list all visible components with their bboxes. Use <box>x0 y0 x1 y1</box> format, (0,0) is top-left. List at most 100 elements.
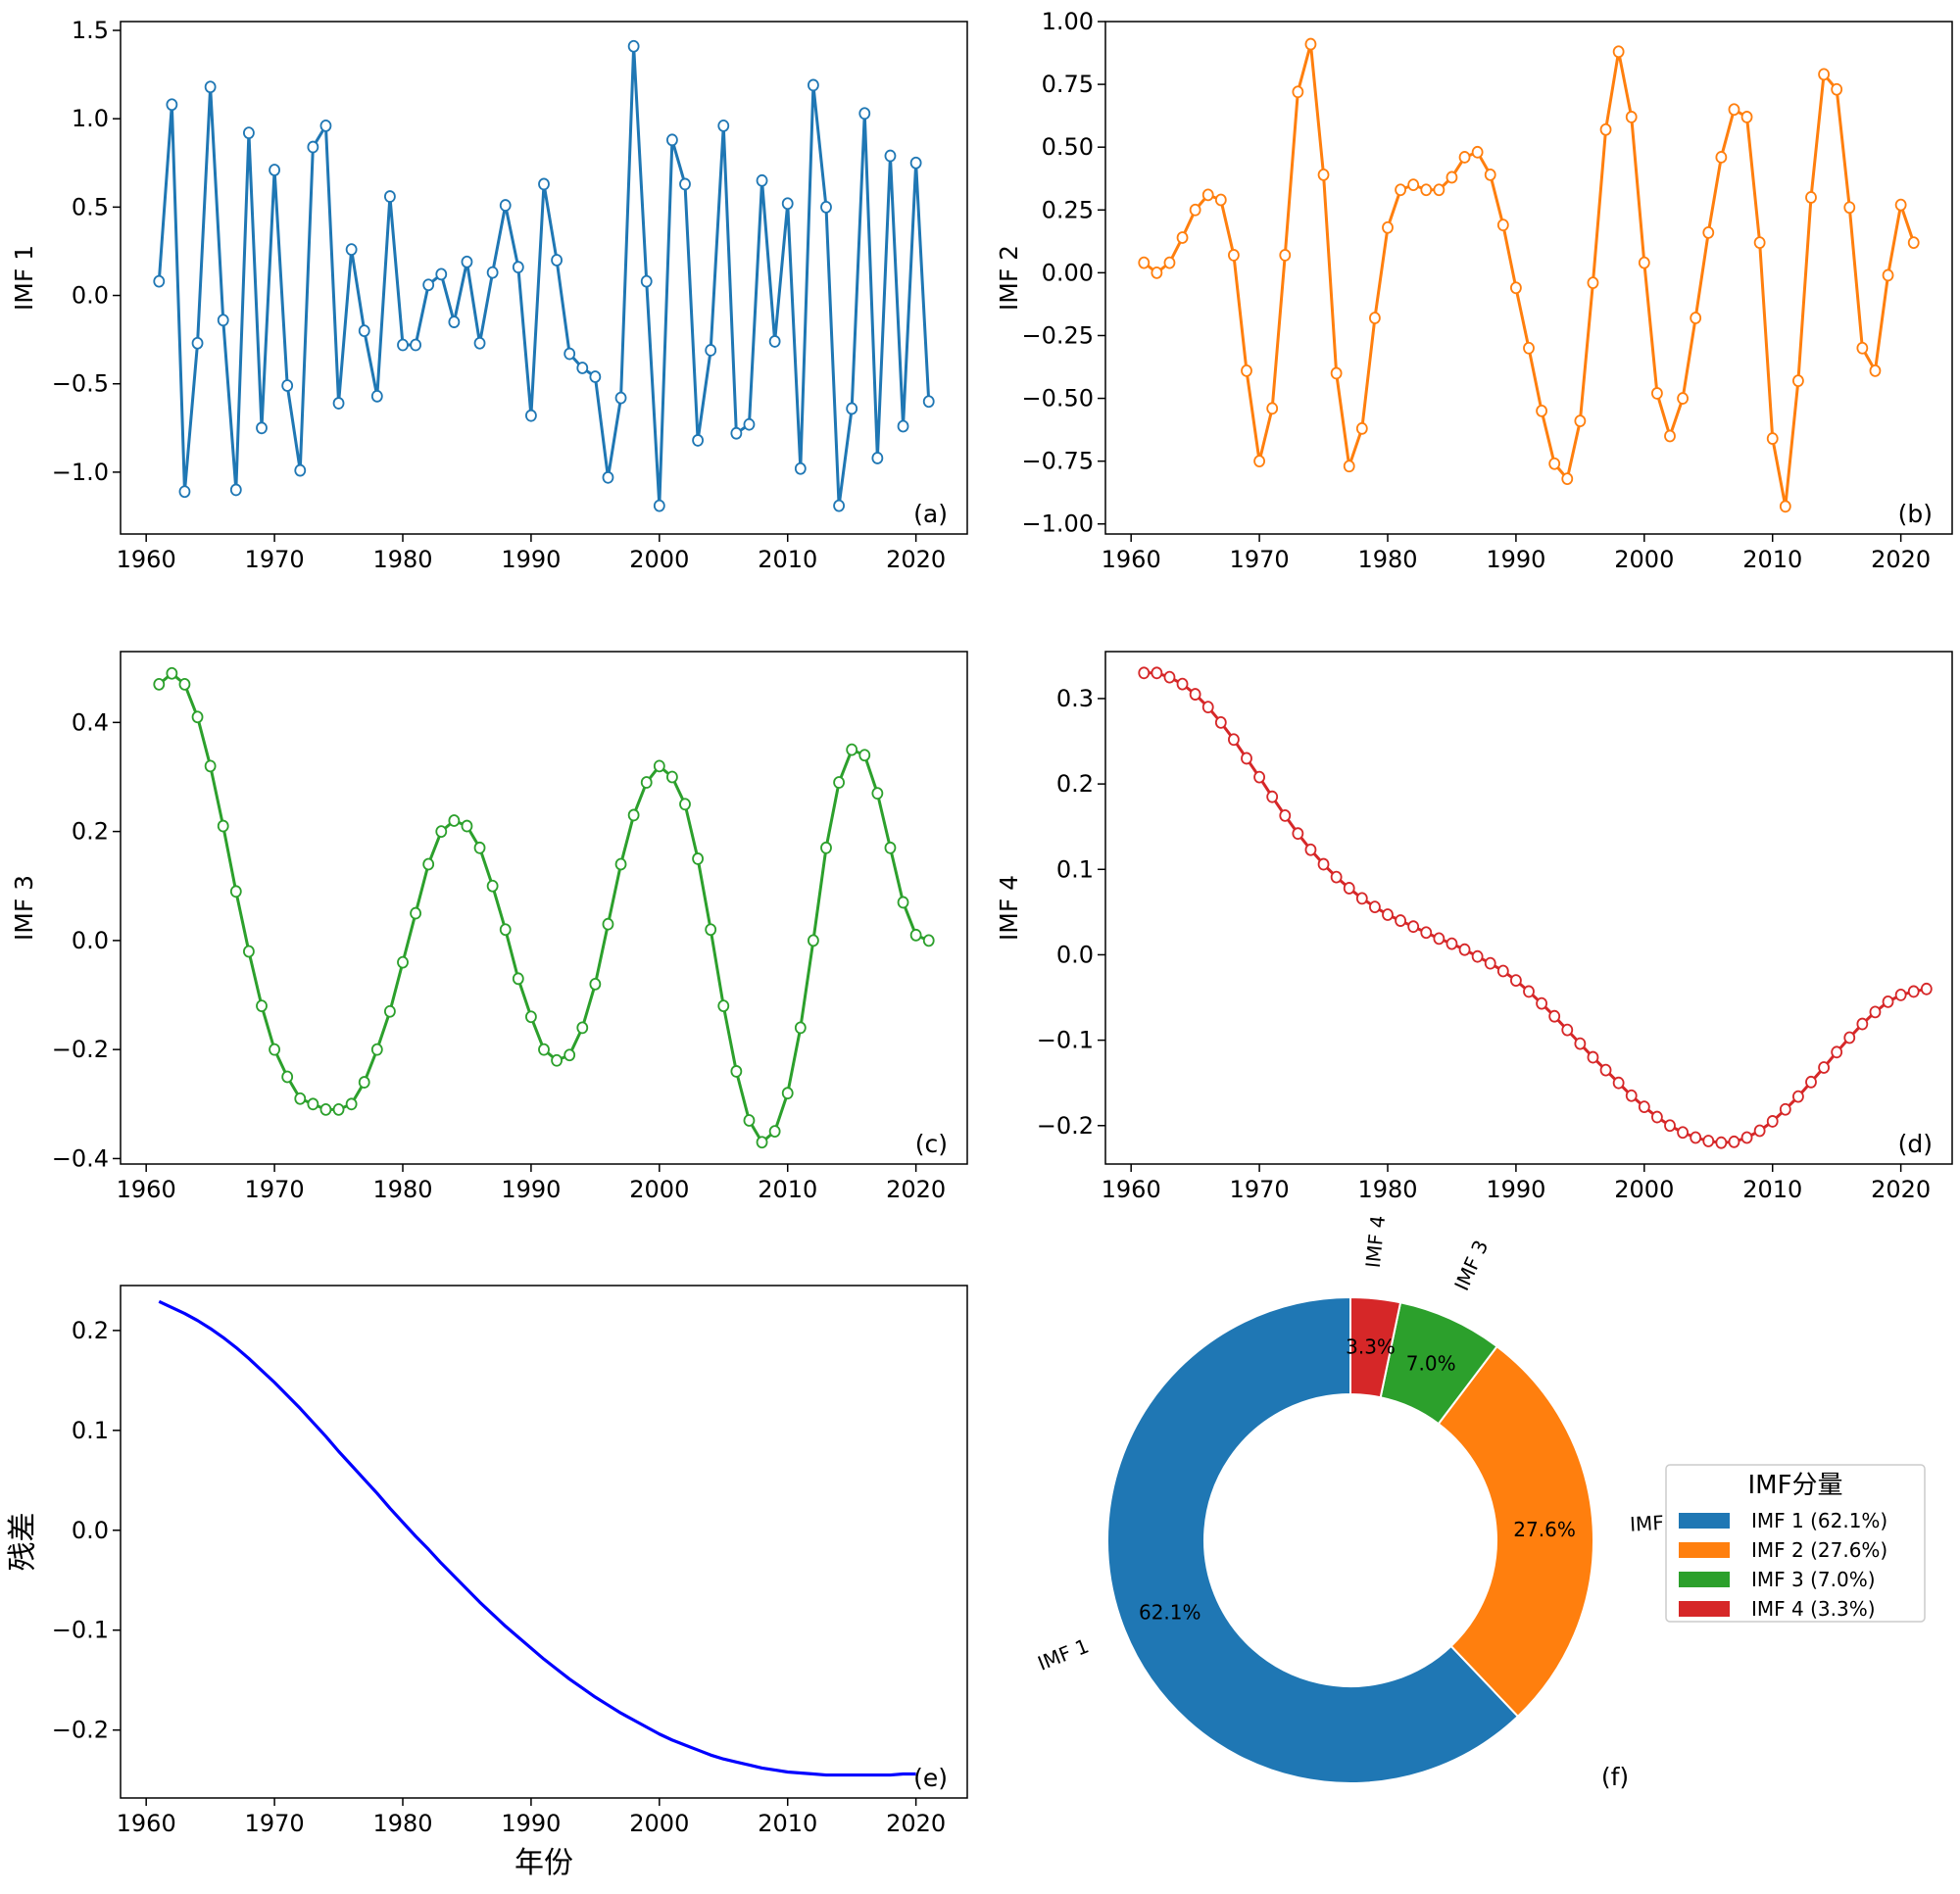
y-tick-label: 0.0 <box>72 927 109 954</box>
data-point <box>640 776 653 789</box>
data-point <box>692 852 704 865</box>
data-point <box>370 1043 383 1056</box>
legend-box <box>1665 1464 1926 1623</box>
x-tick-label: 1980 <box>1357 546 1417 573</box>
data-point <box>1894 989 1907 1001</box>
data-point <box>1690 312 1702 324</box>
data-point <box>204 80 217 94</box>
data-point <box>422 857 435 871</box>
plot-frame-c <box>120 651 968 1165</box>
data-point <box>705 923 717 937</box>
data-point <box>243 945 255 958</box>
legend: IMF分量 IMF 1 (62.1%) IMF 2 (27.6%) IMF 3 (7.… <box>1665 1464 1926 1623</box>
data-point <box>1702 1135 1715 1147</box>
y-tick-label: 1.0 <box>72 105 109 132</box>
data-point <box>461 255 473 268</box>
y-tick-label: 0.2 <box>72 1317 109 1344</box>
data-point <box>1753 1124 1766 1138</box>
slice-label: IMF 3 <box>1449 1237 1493 1294</box>
data-point <box>1690 1131 1702 1144</box>
data-point <box>1292 85 1304 99</box>
data-point <box>1907 236 1920 250</box>
data-point <box>358 1076 370 1089</box>
data-point <box>1304 37 1317 51</box>
data-point <box>1189 203 1201 217</box>
data-point <box>281 379 294 392</box>
x-tick-label: 1980 <box>372 1176 432 1203</box>
y-tick-label: −0.75 <box>1021 448 1094 475</box>
panel-label: (a) <box>913 500 948 528</box>
legend-title: IMF分量 <box>1747 1471 1842 1500</box>
data-point <box>820 200 832 214</box>
y-tick-label: 0.2 <box>72 818 109 846</box>
data-point <box>1638 1100 1650 1113</box>
data-point <box>178 677 191 691</box>
donut-slice-2 <box>1437 1344 1594 1719</box>
x-tick-label: 1990 <box>1486 546 1545 573</box>
data-point <box>384 190 396 203</box>
data-point <box>1369 900 1381 914</box>
data-point <box>1856 341 1869 355</box>
data-point <box>269 164 280 176</box>
legend-entry: IMF 1 (62.1%) <box>1751 1509 1887 1532</box>
data-point <box>897 419 909 433</box>
data-point <box>1843 1031 1856 1044</box>
data-point <box>1458 151 1471 164</box>
y-tick-label: 0.0 <box>72 1517 109 1544</box>
data-point <box>1266 790 1279 803</box>
data-point <box>1395 914 1406 927</box>
data-point <box>1574 414 1587 428</box>
donut-slice-1 <box>1106 1295 1520 1784</box>
data-point <box>1766 432 1779 445</box>
data-point <box>166 98 178 112</box>
data-point <box>614 857 627 871</box>
panel-d: 1960 1970 1980 1990 2000 2010 2020 −0.2 −0.1 0.0 0… <box>995 651 1953 1203</box>
data-point <box>1138 666 1151 680</box>
y-axis-label: IMF 2 <box>995 245 1023 311</box>
data-point <box>1317 168 1330 181</box>
y-tick-label: −1.0 <box>52 459 109 486</box>
x-tick-label: 2000 <box>1614 546 1674 573</box>
data-point <box>1561 472 1574 485</box>
data-point <box>204 759 217 773</box>
data-point <box>1343 460 1355 473</box>
data-point <box>717 120 730 132</box>
data-point <box>1536 404 1547 417</box>
data-point <box>551 254 563 267</box>
x-tick-label: 1960 <box>117 1176 176 1203</box>
data-point <box>1433 932 1446 946</box>
data-point <box>884 841 897 854</box>
data-point <box>1574 1037 1587 1050</box>
y-tick-label: 0.0 <box>72 282 109 310</box>
data-point <box>1279 249 1292 262</box>
x-tick-label: 2020 <box>1871 1176 1931 1203</box>
y-tick-label: −1.00 <box>1021 510 1094 538</box>
data-point <box>1818 68 1830 81</box>
y-tick-label: 0.50 <box>1042 133 1094 161</box>
data-point <box>640 274 653 288</box>
x-tick-label: 1990 <box>1486 1176 1545 1203</box>
y-tick-label: 0.1 <box>72 1417 109 1444</box>
data-point <box>1728 1135 1740 1148</box>
x-tick-label: 2000 <box>629 546 689 573</box>
data-point <box>1894 198 1907 212</box>
data-point <box>166 666 178 680</box>
legend-entry: IMF 2 (27.6%) <box>1751 1538 1887 1562</box>
data-point <box>1792 374 1804 388</box>
y-tick-label: −0.1 <box>1037 1027 1094 1054</box>
x-tick-label: 1990 <box>501 1810 561 1837</box>
data-point <box>486 879 499 893</box>
data-point <box>1625 1089 1638 1102</box>
data-point <box>397 955 409 969</box>
data-point <box>1214 715 1227 729</box>
data-point <box>1510 974 1522 987</box>
data-point <box>781 197 794 211</box>
legend-swatch <box>1679 1513 1730 1529</box>
data-point <box>1548 1009 1561 1023</box>
data-point <box>1496 219 1509 232</box>
data-point <box>576 1021 589 1035</box>
slice-percent-label: 27.6% <box>1513 1518 1576 1541</box>
data-point <box>1715 151 1728 164</box>
data-point <box>461 819 473 833</box>
y-tick-label: −0.50 <box>1021 385 1094 413</box>
